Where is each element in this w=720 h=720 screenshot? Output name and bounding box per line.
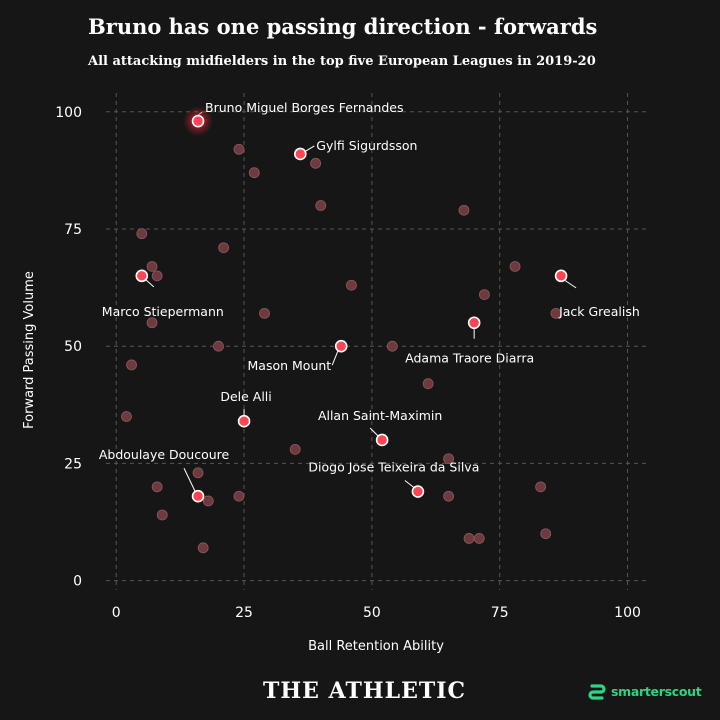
highlighted-point [237,414,251,428]
data-point [146,261,158,272]
x-tick-label: 25 [235,605,253,621]
data-point [151,481,163,493]
y-tick-label: 25 [64,456,82,472]
x-tick-label: 75 [491,605,509,621]
player-label: Abdoulaye Doucoure [99,447,230,462]
y-tick-label: 100 [55,105,82,121]
publisher-logo: THE ATHLETIC [263,678,467,704]
leader-line [404,480,415,488]
leader-line [331,350,339,366]
data-point [535,481,547,493]
data-point [346,279,357,291]
data-points [121,143,562,554]
chart-title: Bruno has one passing direction - forwar… [88,14,598,39]
data-point [550,307,562,319]
data-point [315,200,327,211]
data-point [386,340,398,352]
partner-name: smarterscout [611,683,702,699]
leader-line [304,145,315,153]
axis-ticks: 0 25 50 75 100 0 25 50 75 100 [55,105,641,621]
data-point [213,340,224,352]
player-label: Adama Traore Diarra [405,351,534,366]
player-label: Allan Saint-Maximin [318,408,442,423]
x-axis-label: Ball Retention Ability [308,639,444,654]
y-tick-label: 0 [73,574,82,590]
highlighted-point [135,269,149,283]
highlighted-point [191,489,205,503]
data-point [218,242,230,254]
data-point [126,359,137,371]
player-label: Jack Grealish [558,304,640,319]
data-point [248,167,260,179]
player-label: Bruno Miguel Borges Fernandes [205,100,403,115]
leader-line [369,427,379,437]
highlighted-point [554,269,568,283]
label-leader-lines [144,111,577,492]
data-point [259,307,270,319]
player-label: Diogo Jose Teixeira da Silva [308,460,479,475]
player-label: Dele Alli [220,389,271,404]
data-point [233,490,245,502]
highlighted-point [411,485,425,498]
partner-logo: smarterscout [586,680,702,702]
data-point [192,467,204,479]
highlighted-points [135,106,568,503]
data-point [136,228,148,240]
highlighted-point [294,147,307,161]
data-point [121,411,132,422]
highlighted-point [375,433,389,447]
data-point [289,443,301,455]
x-tick-label: 50 [363,605,381,621]
data-point [478,289,490,301]
smarterscout-logo-icon [588,684,606,700]
player-label: Mason Mount [248,358,332,373]
player-labels: Bruno Miguel Borges Fernandes Gylfi Sigur… [99,100,640,474]
y-tick-label: 50 [64,339,82,355]
data-point [509,261,521,272]
data-point [233,143,245,155]
data-point [151,270,163,282]
data-point [443,490,454,502]
chart-subtitle: All attacking midfielders in the top fiv… [88,54,596,69]
y-tick-label: 75 [64,222,82,238]
player-label: Marco Stiepermann [102,304,224,319]
highlighted-point [191,114,205,128]
highlighted-point [334,339,348,353]
data-point [540,528,552,540]
leader-line [563,279,577,289]
data-point [463,533,475,544]
data-point [422,378,434,390]
player-label: Gylfi Sigurdsson [316,138,417,153]
x-tick-label: 100 [614,605,641,621]
data-point [458,204,470,216]
grid-lines [106,93,648,590]
x-tick-label: 0 [112,605,121,621]
data-point [146,317,158,329]
leader-line [183,468,196,492]
data-point [310,157,322,169]
data-point [473,533,485,544]
highlighted-point [467,316,481,330]
data-point [443,453,454,465]
y-axis-label: Forward Passing Volume [22,271,37,429]
data-point [156,509,168,521]
data-point [202,495,214,507]
data-point [197,542,209,554]
